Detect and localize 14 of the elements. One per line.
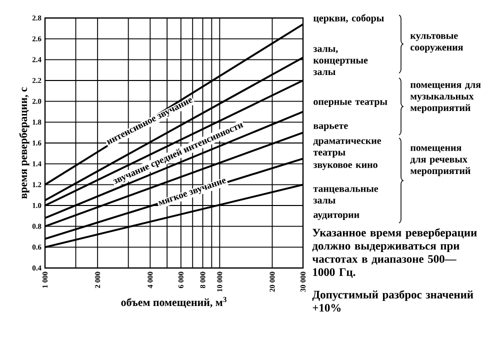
text: залы, концертные залы xyxy=(313,47,368,76)
text: помещения для музыкальных мероприятий xyxy=(410,83,481,114)
text: культовые сооружения xyxy=(410,34,463,53)
text: варьете xyxy=(313,124,348,132)
text: танцевальные залы xyxy=(313,187,378,204)
text: Указанное время реверберации должно выдерживаться при частотах в диапазоне 500—1000 Гц. xyxy=(312,228,477,278)
text: оперные театры xyxy=(314,100,388,108)
x-axis-title: объем помещений, м$^{3}$ xyxy=(121,296,226,308)
y-axis-title: время реверберации, с xyxy=(19,87,30,199)
text: церкви, соборы xyxy=(313,14,384,24)
text: помещения для речевых мероприятий xyxy=(410,146,470,176)
text: звуковое кино xyxy=(313,163,378,170)
text: Допустимый разброс значений +10% xyxy=(312,290,474,312)
text: аудитории xyxy=(314,213,360,220)
